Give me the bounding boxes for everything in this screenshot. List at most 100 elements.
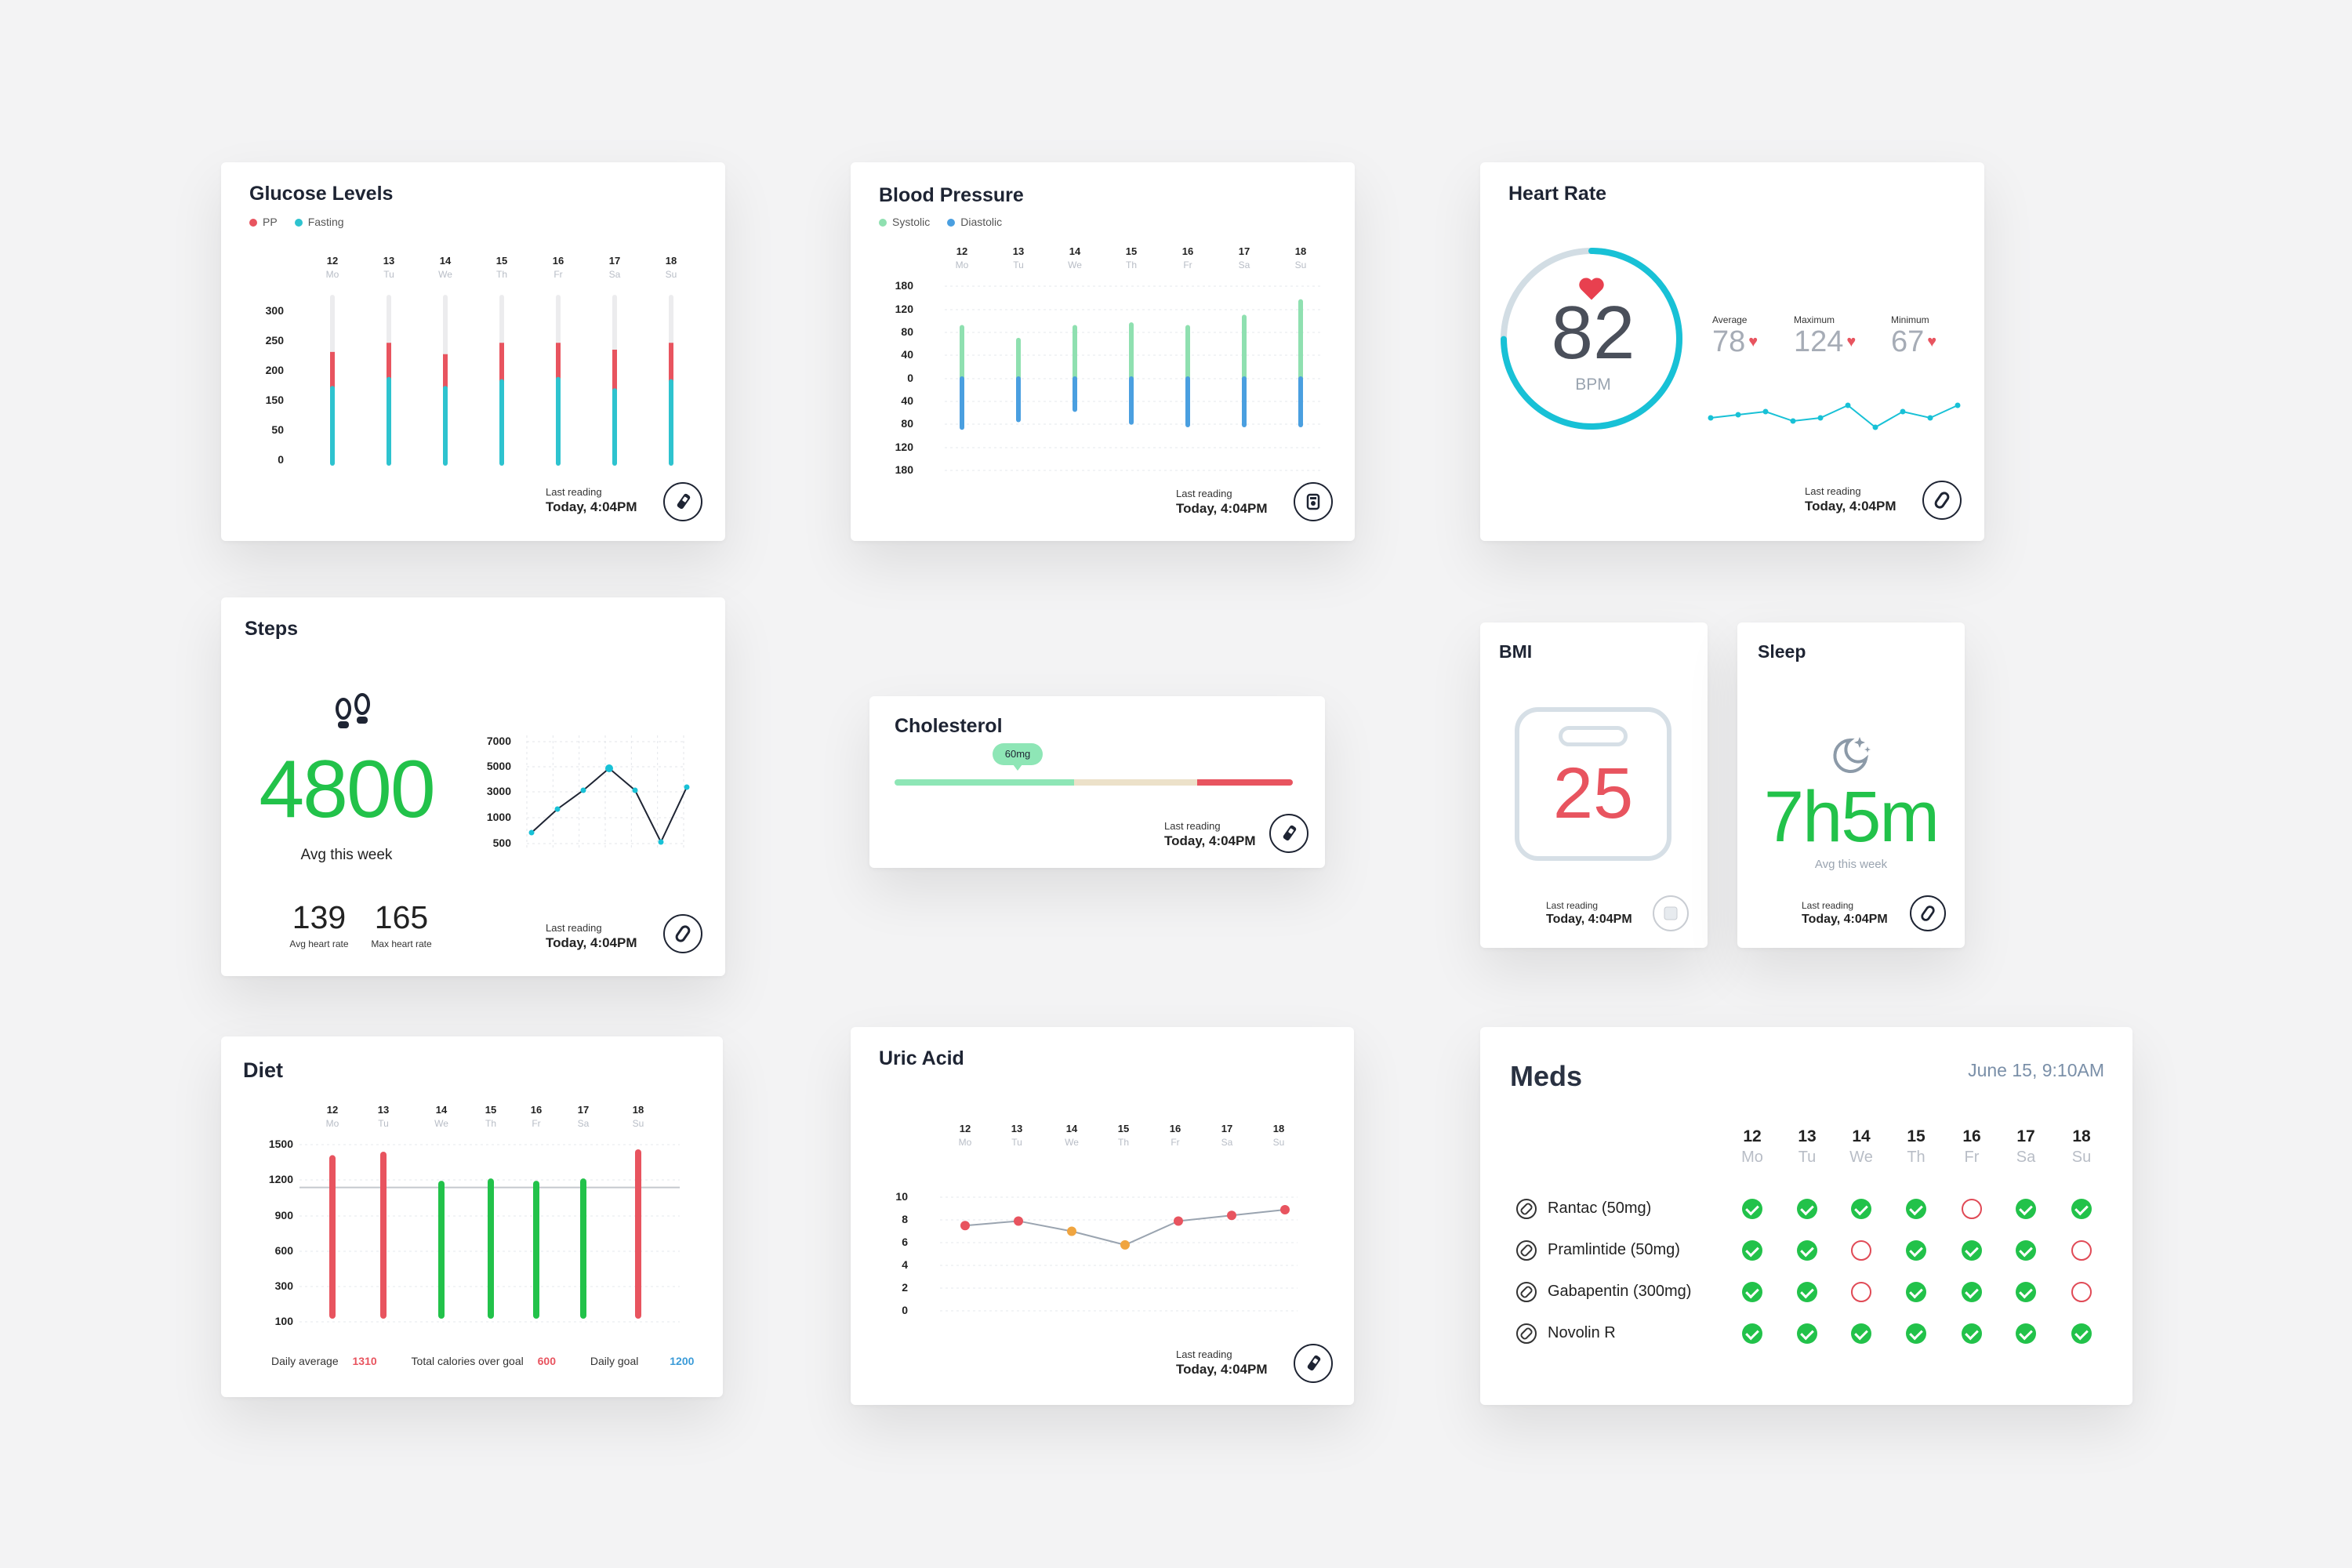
uric-acid-card[interactable]: Uric Acid 12 Mo 13 Tu 14 We 15 Th 16 Fr 17 Sa 18 Su 1… — [851, 1027, 1354, 1405]
heart-stat-value: 124 ♥ — [1794, 325, 1857, 358]
taken-check-icon[interactable] — [1962, 1240, 1982, 1261]
taken-check-icon[interactable] — [1797, 1323, 1817, 1344]
taken-check-icon[interactable] — [2016, 1323, 2036, 1344]
y-tick-label: 200 — [265, 364, 284, 376]
fitness-band-icon[interactable] — [1922, 481, 1962, 520]
uric-acid-chart — [940, 1196, 1298, 1312]
day-label: 15 Th — [1125, 245, 1138, 270]
bp-monitor-icon[interactable] — [1294, 482, 1333, 521]
y-tick-label: 180 — [895, 279, 913, 292]
glucose-card[interactable]: Glucose Levels PP Fasting 12 Mo 13 Tu 14 We 15… — [221, 162, 725, 541]
fitness-band-icon[interactable] — [1910, 895, 1946, 931]
y-tick-label: 300 — [274, 1279, 293, 1292]
taken-check-icon[interactable] — [1742, 1323, 1762, 1344]
fitness-band-icon[interactable] — [663, 914, 702, 953]
day-label: 15 Th — [1907, 1127, 1926, 1166]
day-label: 13 Tu — [1011, 1123, 1023, 1148]
day-label: 15 Th — [1117, 1123, 1130, 1148]
last-reading: Last reading Today, 4:04PM — [1802, 900, 1888, 926]
meds-date: June 15, 9:10AM — [1968, 1060, 2104, 1080]
over-goal-value: 600 — [537, 1355, 556, 1367]
taken-check-icon[interactable] — [2071, 1199, 2092, 1219]
taken-check-icon[interactable] — [1906, 1240, 1926, 1261]
heart-rate-card[interactable]: Heart Rate 82 BPM Average 78 ♥ Maximum 124 ♥ M… — [1480, 162, 1984, 541]
missed-dose-icon[interactable] — [1962, 1199, 1982, 1219]
cholesterol-marker: 60mg — [993, 743, 1043, 771]
steps-card[interactable]: Steps 4800 Avg this week 139 Avg heart r… — [221, 597, 725, 976]
uric-point — [960, 1221, 970, 1231]
taken-check-icon[interactable] — [1962, 1282, 1982, 1302]
sparkline-point — [1735, 412, 1741, 418]
card-title: Glucose Levels — [249, 183, 394, 205]
taken-check-icon[interactable] — [2016, 1199, 2036, 1219]
sparkline-point — [1872, 424, 1878, 430]
legend-item-pp: PP — [249, 216, 278, 228]
day-label: 12 Mo — [955, 245, 969, 270]
day-label: 17 Sa — [577, 1104, 590, 1129]
y-tick-label: 0 — [278, 453, 284, 466]
y-tick-label: 150 — [265, 394, 284, 406]
taken-check-icon[interactable] — [1851, 1323, 1871, 1344]
heart-icon — [1579, 278, 1604, 300]
taken-check-icon[interactable] — [1742, 1282, 1762, 1302]
last-reading: Last reading Today, 4:04PM — [1176, 488, 1268, 516]
taken-check-icon[interactable] — [1962, 1323, 1982, 1344]
med-name: Pramlintide (50mg) — [1548, 1241, 1680, 1258]
card-title: Blood Pressure — [879, 184, 1024, 206]
diet-footer: Daily average 1310 Total calories over g… — [271, 1355, 695, 1367]
y-tick-label: 120 — [895, 441, 913, 453]
heart-stat-label: Average — [1712, 314, 1748, 325]
y-tick-label: 5000 — [486, 760, 511, 772]
day-label: 14 We — [438, 255, 452, 280]
glucometer-icon[interactable] — [1294, 1344, 1333, 1383]
card-title: BMI — [1499, 641, 1533, 662]
missed-dose-icon[interactable] — [2071, 1282, 2092, 1302]
missed-dose-icon[interactable] — [2071, 1240, 2092, 1261]
missed-dose-icon[interactable] — [1851, 1240, 1871, 1261]
y-tick-label: 4 — [902, 1258, 908, 1271]
sleep-card[interactable]: Sleep 7h5m Avg this week Last reading Tod… — [1737, 622, 1965, 948]
taken-check-icon[interactable] — [1906, 1199, 1926, 1219]
day-label: 12 Mo — [958, 1123, 972, 1148]
sparkline-point — [1762, 408, 1769, 415]
y-tick-label: 100 — [274, 1315, 293, 1327]
taken-check-icon[interactable] — [1851, 1199, 1871, 1219]
avg-heart-rate-value: 139 — [292, 899, 347, 935]
taken-check-icon[interactable] — [1797, 1240, 1817, 1261]
taken-check-icon[interactable] — [1797, 1199, 1817, 1219]
taken-check-icon[interactable] — [1742, 1240, 1762, 1261]
glucometer-icon[interactable] — [1269, 814, 1308, 853]
steps-point — [684, 784, 690, 790]
blood-pressure-card[interactable]: Blood Pressure Systolic Diastolic 12 Mo 13… — [851, 162, 1355, 541]
diet-card[interactable]: Diet 12 Mo 13 Tu 14 We 15 Th 16 Fr 17 Sa 18 Su 1500 12… — [221, 1036, 723, 1397]
heart-rate-sparkline — [1708, 402, 1961, 430]
taken-check-icon[interactable] — [1906, 1282, 1926, 1302]
day-label: 16 Fr — [530, 1104, 543, 1129]
y-tick-label: 900 — [274, 1209, 293, 1221]
scale-icon[interactable] — [1653, 895, 1689, 931]
cholesterol-card[interactable]: Cholesterol 60mg Last reading Today, 4:04… — [869, 696, 1325, 868]
last-reading: Last reading Today, 4:04PM — [546, 922, 637, 950]
day-label: 18 Su — [1294, 245, 1307, 270]
taken-check-icon[interactable] — [2016, 1240, 2036, 1261]
taken-check-icon[interactable] — [2071, 1323, 2092, 1344]
glucometer-icon[interactable] — [663, 482, 702, 521]
range-segment-red — [1197, 779, 1293, 786]
sleep-caption: Avg this week — [1814, 858, 1888, 871]
taken-check-icon[interactable] — [1906, 1323, 1926, 1344]
heart-icon: ♥ — [1927, 333, 1937, 350]
med-name: Novolin R — [1548, 1324, 1616, 1341]
y-tick-label: 3000 — [486, 785, 511, 797]
taken-check-icon[interactable] — [1797, 1282, 1817, 1302]
meds-card[interactable]: Meds June 15, 9:10AM 12 Mo 13 Tu 14 We 15 Th 16 F… — [1480, 1027, 2132, 1405]
last-reading: Last reading Today, 4:04PM — [1176, 1348, 1268, 1377]
y-tick-label: 80 — [901, 417, 913, 430]
steps-point — [554, 806, 561, 812]
bmi-card[interactable]: BMI 25 Last reading Today, 4:04PM — [1480, 622, 1708, 948]
taken-check-icon[interactable] — [1742, 1199, 1762, 1219]
day-label: 18 Su — [632, 1104, 644, 1129]
missed-dose-icon[interactable] — [1851, 1282, 1871, 1302]
card-title: Uric Acid — [879, 1047, 964, 1069]
med-name: Rantac (50mg) — [1548, 1200, 1652, 1217]
taken-check-icon[interactable] — [2016, 1282, 2036, 1302]
